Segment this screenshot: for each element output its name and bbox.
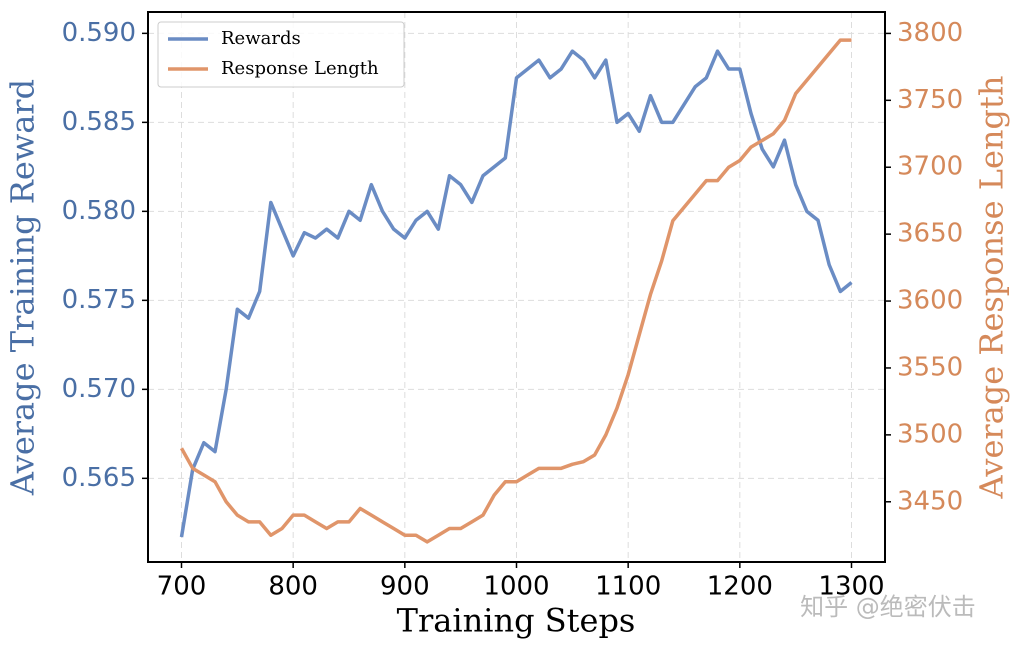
y2-tick-label: 3800 xyxy=(897,18,963,48)
x-tick-label: 700 xyxy=(157,572,207,602)
data-line xyxy=(179,49,853,538)
y-tick-label: 0.575 xyxy=(62,285,136,315)
y2-tick-label: 3550 xyxy=(897,352,963,382)
y2-tick-label: 3650 xyxy=(897,219,963,249)
y2-tick-label: 3600 xyxy=(897,286,963,316)
y2-tick-label: 3500 xyxy=(897,419,963,449)
x-tick-label: 1200 xyxy=(707,572,773,602)
y2-tick-label: 3750 xyxy=(897,85,963,115)
x-tick-label: 900 xyxy=(380,572,430,602)
legend-box xyxy=(157,21,405,88)
x-tick-label: 800 xyxy=(268,572,318,602)
x-tick-label: 1300 xyxy=(818,572,884,602)
y-tick-label: 0.570 xyxy=(62,374,136,404)
y-tick-label: 0.585 xyxy=(62,107,136,137)
y-tick-label: 0.580 xyxy=(62,196,136,226)
x-tick-label: 1000 xyxy=(483,572,549,602)
y-tick-label: 0.565 xyxy=(62,463,136,493)
data-line xyxy=(179,38,852,544)
y2-tick-label: 3700 xyxy=(897,152,963,182)
y-axis-label: Average Training Reward xyxy=(4,79,42,496)
plot-frame xyxy=(147,11,886,563)
x-axis-label: Training Steps xyxy=(397,602,636,640)
y-tick-label: 0.590 xyxy=(62,18,136,48)
y2-tick-label: 3450 xyxy=(897,486,963,516)
legend-label: Rewards xyxy=(221,28,301,49)
y2-axis-label: Average Response Length xyxy=(973,76,1011,500)
legend-label: Response Length xyxy=(221,58,379,79)
watermark: 知乎 @绝密伏击 xyxy=(800,593,976,621)
x-tick-label: 1100 xyxy=(595,572,661,602)
